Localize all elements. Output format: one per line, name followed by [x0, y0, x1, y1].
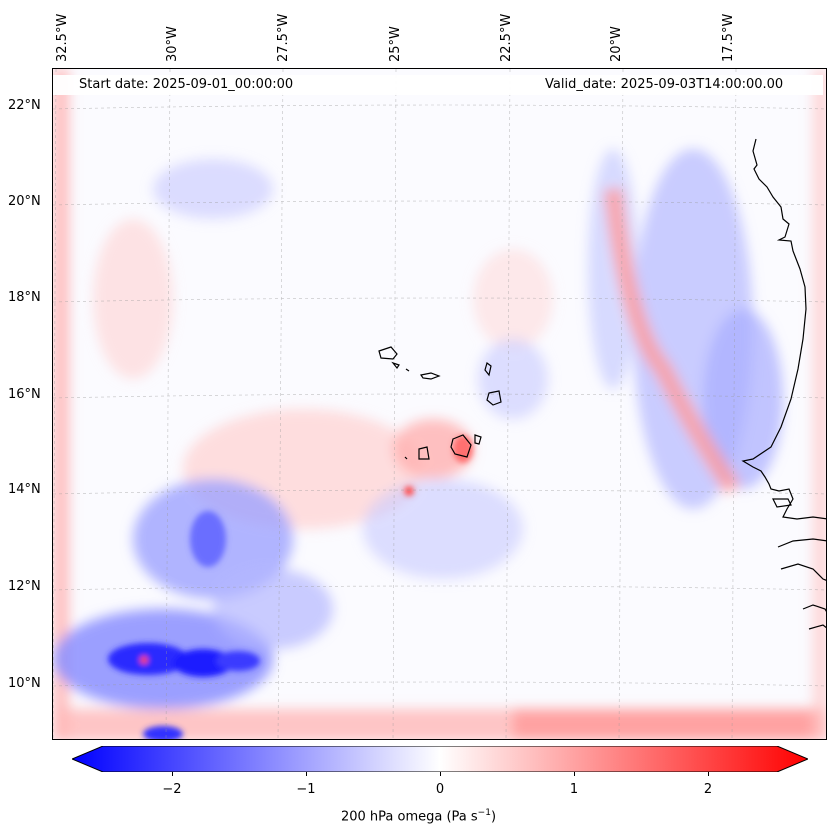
lon-label-32-5w: 32.5°W [55, 13, 70, 62]
cape-verde-islands [378, 346, 502, 460]
colorbar-tick-mark [172, 772, 173, 776]
omega-field-shading [53, 69, 826, 739]
colorbar-tick-mark [708, 772, 709, 776]
omega-field-map [53, 69, 826, 739]
colorbar-tick-mark [574, 772, 575, 776]
lat-label-12n: 12°N [8, 579, 41, 594]
lat-label-16n: 16°N [8, 387, 41, 402]
colorbar-label: 200 hPa omega (Pa s−1) [0, 808, 837, 824]
graticule [53, 69, 826, 739]
lon-label-30w: 30°W [165, 26, 180, 62]
valid-date-label: Valid_date: 2025-09-03T14:00:00.00 [545, 77, 784, 92]
colorbar-tick-label: 2 [703, 782, 713, 797]
lat-label-14n: 14°N [8, 482, 41, 497]
colorbar-tick-mark [306, 772, 307, 776]
lat-label-10n: 10°N [8, 676, 41, 691]
lon-label-22-5w: 22.5°W [499, 13, 514, 62]
start-date-label: Start date: 2025-09-01_00:00:00 [79, 77, 294, 92]
colorbar-tick-label: −1 [296, 782, 316, 797]
coastline [741, 138, 826, 630]
colorbar [72, 746, 808, 772]
colorbar-tick-label: 0 [435, 782, 445, 797]
header-band [53, 75, 823, 95]
colorbar-label-end: ) [490, 809, 497, 825]
lat-label-20n: 20°N [8, 194, 41, 209]
colorbar-label-sup: −1 [477, 808, 491, 818]
colorbar-tick-label: 1 [569, 782, 579, 797]
lon-label-20w: 20°W [609, 26, 624, 62]
lon-label-25w: 25°W [388, 26, 403, 62]
lon-label-17-5w: 17.5°W [721, 13, 736, 62]
colorbar-tick-label: −2 [162, 782, 182, 797]
colorbar-label-text: 200 hPa omega (Pa s [340, 809, 478, 825]
map-panel[interactable] [52, 68, 827, 740]
colorbar-tick-mark [440, 772, 441, 776]
lat-label-22n: 22°N [8, 98, 41, 113]
lat-label-18n: 18°N [8, 290, 41, 305]
lon-label-27-5w: 27.5°W [276, 13, 291, 62]
